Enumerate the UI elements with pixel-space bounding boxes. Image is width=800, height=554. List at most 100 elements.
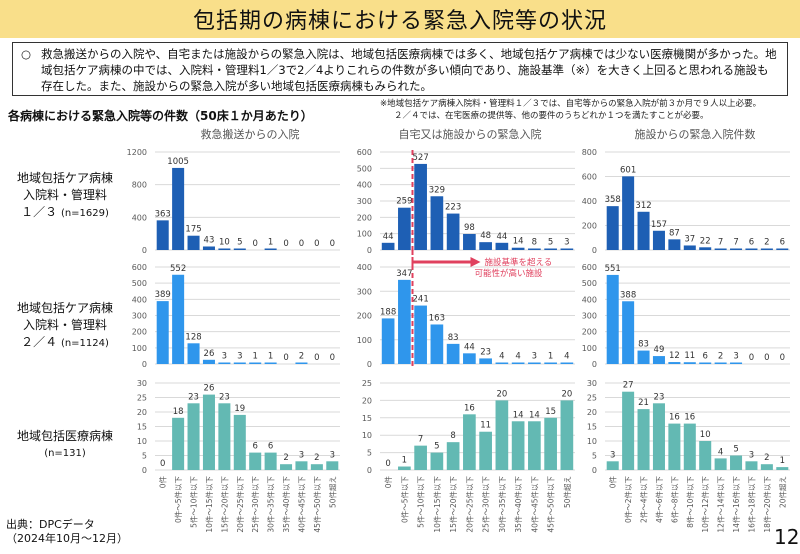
- source-note: 出典：DPCデータ （2024年10月～12月）: [6, 518, 128, 546]
- bar: [528, 362, 541, 364]
- y-tick-label: 200: [132, 328, 147, 337]
- y-tick-label: 100: [132, 344, 147, 353]
- data-label: 23: [219, 392, 230, 402]
- y-tick-label: 500: [582, 279, 597, 288]
- bar: [668, 423, 681, 470]
- bar: [479, 431, 492, 470]
- bar: [652, 230, 665, 250]
- data-label: 5: [733, 445, 738, 455]
- row-label-line: 入院料・管理料: [22, 318, 107, 332]
- data-label: 3: [299, 450, 304, 460]
- x-tick-label: 45件～50件以下: [312, 476, 322, 533]
- data-label: 23: [188, 392, 199, 402]
- y-tick-label: 25: [137, 394, 147, 403]
- y-tick-label: 800: [582, 148, 597, 157]
- data-label: 10: [219, 238, 230, 248]
- data-label: 44: [496, 232, 507, 242]
- data-label: 363: [155, 209, 171, 219]
- y-tick-label: 15: [137, 423, 147, 432]
- data-label: 1005: [167, 157, 189, 167]
- bar: [172, 274, 185, 364]
- data-label: 2: [764, 238, 769, 248]
- bar: [668, 362, 681, 364]
- data-label: 3: [330, 450, 335, 460]
- bar: [760, 248, 773, 250]
- x-tick-label: 8件～10件以下: [685, 476, 695, 528]
- data-label: 241: [413, 295, 429, 305]
- data-label: 3: [222, 352, 227, 362]
- data-label: 6: [252, 442, 257, 452]
- bar: [760, 464, 773, 470]
- y-tick-label: 0: [367, 466, 372, 475]
- bar: [606, 206, 619, 250]
- data-label: 22: [700, 236, 711, 246]
- bar: [187, 235, 200, 250]
- y-tick-label: 0: [367, 246, 372, 255]
- bar: [430, 452, 444, 470]
- x-tick-label: 5件～10件以下: [189, 476, 199, 528]
- y-tick-label: 15: [587, 423, 597, 432]
- x-tick-label: 20件超え: [777, 476, 787, 508]
- y-tick-label: 600: [582, 173, 597, 182]
- x-tick-label: 30件～35件以下: [497, 476, 507, 533]
- data-label: 21: [638, 398, 649, 408]
- data-label: 23: [480, 347, 491, 357]
- data-label: 157: [651, 220, 667, 230]
- y-tick-label: 300: [132, 312, 147, 321]
- bar: [730, 362, 743, 364]
- bar: [264, 248, 277, 250]
- y-tick-label: 400: [582, 197, 597, 206]
- y-tick-label: 300: [357, 197, 372, 206]
- x-tick-label: 2件～4件以下: [639, 476, 649, 524]
- bar: [479, 242, 492, 250]
- bar: [622, 176, 635, 250]
- data-label: 15: [545, 407, 556, 417]
- data-label: 20: [496, 389, 507, 399]
- data-label: 0: [314, 353, 319, 363]
- data-label: 0: [764, 353, 769, 363]
- row-label-comprehensive: 地域包括医療病棟 (n=131): [0, 428, 130, 462]
- y-tick-label: 100: [357, 336, 372, 345]
- bar: [637, 409, 650, 470]
- data-label: 98: [464, 223, 475, 233]
- footnote-line-1: ※地域包括ケア病棟入院料・管理料１／３では、自宅等からの緊急入院が前３か月で９人…: [380, 99, 762, 109]
- column-title-home-facility: 自宅又は施設からの緊急入院: [398, 128, 542, 141]
- row-label-line: 地域包括医療病棟: [16, 429, 113, 443]
- bar: [218, 248, 231, 250]
- bar: [699, 362, 712, 364]
- y-tick-label: 500: [132, 279, 147, 288]
- bar: [652, 403, 665, 470]
- x-tick-label: 40件～45件以下: [529, 476, 539, 533]
- data-label: 2: [299, 352, 304, 362]
- x-tick-label: 15件～20件以下: [448, 476, 458, 533]
- bar: [544, 362, 557, 364]
- data-label: 0: [314, 239, 319, 249]
- y-tick-label: 20: [362, 396, 372, 405]
- x-tick-label: 16件～18件以下: [746, 476, 756, 533]
- data-label: 83: [638, 340, 649, 350]
- data-label: 0: [252, 239, 257, 249]
- source-line-1: 出典：DPCデータ: [6, 518, 95, 531]
- bar: [430, 324, 444, 364]
- bar: [463, 233, 476, 250]
- data-label: 175: [185, 225, 201, 235]
- row-label-care-2-4: 地域包括ケア病棟 入院料・管理料 ２／４ (n=1124): [0, 300, 130, 352]
- y-tick-label: 200: [582, 328, 597, 337]
- row-label-n: (n=1629): [60, 208, 109, 219]
- data-label: 2: [283, 453, 288, 463]
- bar: [714, 458, 727, 470]
- bar: [622, 391, 635, 470]
- data-label: 23: [654, 392, 665, 402]
- data-label: 8: [450, 431, 455, 441]
- data-label: 1: [548, 352, 553, 362]
- annotation-arrowhead: [470, 257, 481, 267]
- data-label: 6: [702, 352, 707, 362]
- y-tick-label: 100: [357, 230, 372, 239]
- bar: [528, 421, 541, 470]
- row-label-line: 地域包括ケア病棟: [16, 301, 113, 315]
- page-title: 包括期の病棟における緊急入院等の状況: [192, 9, 607, 34]
- bar: [511, 247, 525, 250]
- column-title-facility: 施設からの緊急入院件数: [634, 128, 756, 141]
- bar: [560, 248, 574, 250]
